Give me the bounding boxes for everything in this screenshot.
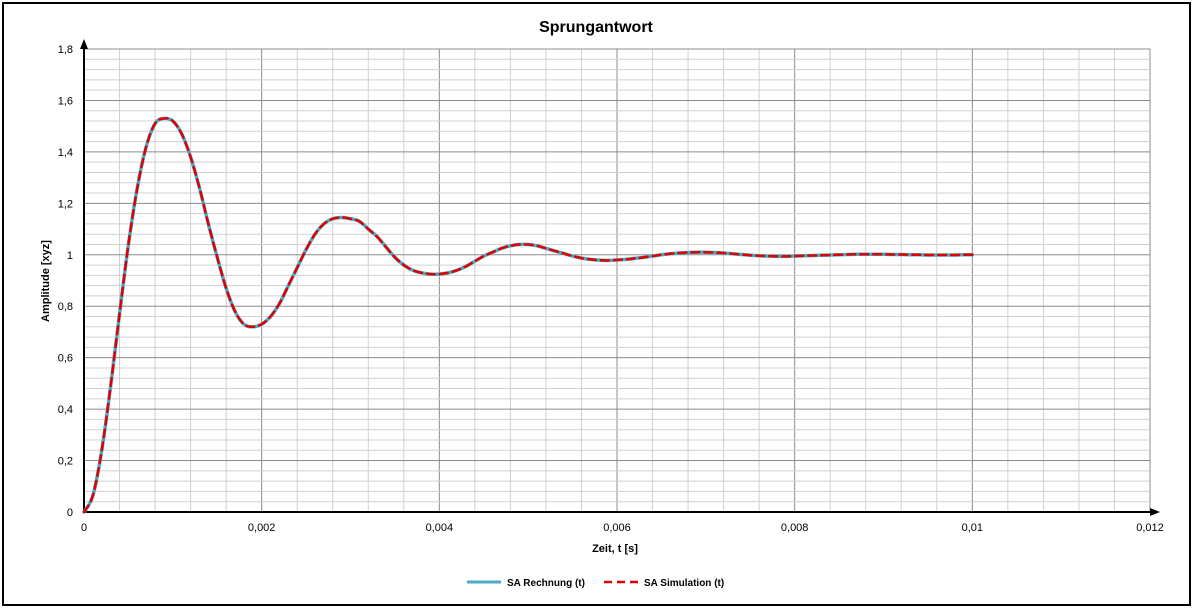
grid <box>83 48 1151 513</box>
y-tick-label: 1,4 <box>58 147 73 159</box>
legend: SA Rechnung (t) SA Simulation (t) <box>467 578 724 589</box>
legend-label: SA Simulation (t) <box>644 578 724 589</box>
x-tick-label: 0,01 <box>962 522 983 534</box>
tick-labels: 0 0,002 0,004 0,006 0,008 0,01 0,012 0 0,2 0,4 0,6… <box>58 44 1164 534</box>
x-tick-label: 0 <box>81 522 87 534</box>
y-tick-label: 1,2 <box>58 198 73 210</box>
axes <box>80 39 1160 516</box>
y-tick-label: 0,2 <box>58 456 73 468</box>
y-tick-label: 0,8 <box>58 301 73 313</box>
series-line-simulation <box>82 117 974 514</box>
y-tick-label: 1 <box>67 250 73 262</box>
x-tick-label: 0,008 <box>781 522 809 534</box>
chart-title: Sprungantwort <box>539 19 653 36</box>
series-layer <box>82 116 975 514</box>
y-tick-label: 1,8 <box>58 44 73 56</box>
x-tick-label: 0,006 <box>603 522 631 534</box>
y-axis-title: Amplitude [xyz] <box>40 240 52 322</box>
y-tick-label: 1,6 <box>58 95 73 107</box>
x-axis-arrow <box>1150 508 1160 516</box>
y-tick-label: 0,4 <box>58 404 73 416</box>
y-tick-label: 0 <box>67 507 73 519</box>
y-axis-arrow <box>80 39 88 49</box>
x-axis-title: Zeit, t [s] <box>592 543 638 555</box>
legend-label: SA Rechnung (t) <box>507 578 585 589</box>
y-tick-label: 0,6 <box>58 353 73 365</box>
x-tick-label: 0,002 <box>248 522 276 534</box>
x-tick-label: 0,004 <box>426 522 454 534</box>
x-tick-label: 0,012 <box>1136 522 1164 534</box>
